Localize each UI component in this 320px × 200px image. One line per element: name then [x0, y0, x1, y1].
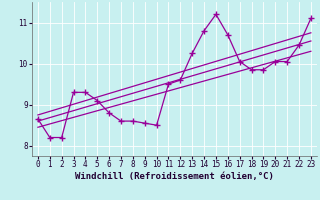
X-axis label: Windchill (Refroidissement éolien,°C): Windchill (Refroidissement éolien,°C) — [75, 172, 274, 181]
